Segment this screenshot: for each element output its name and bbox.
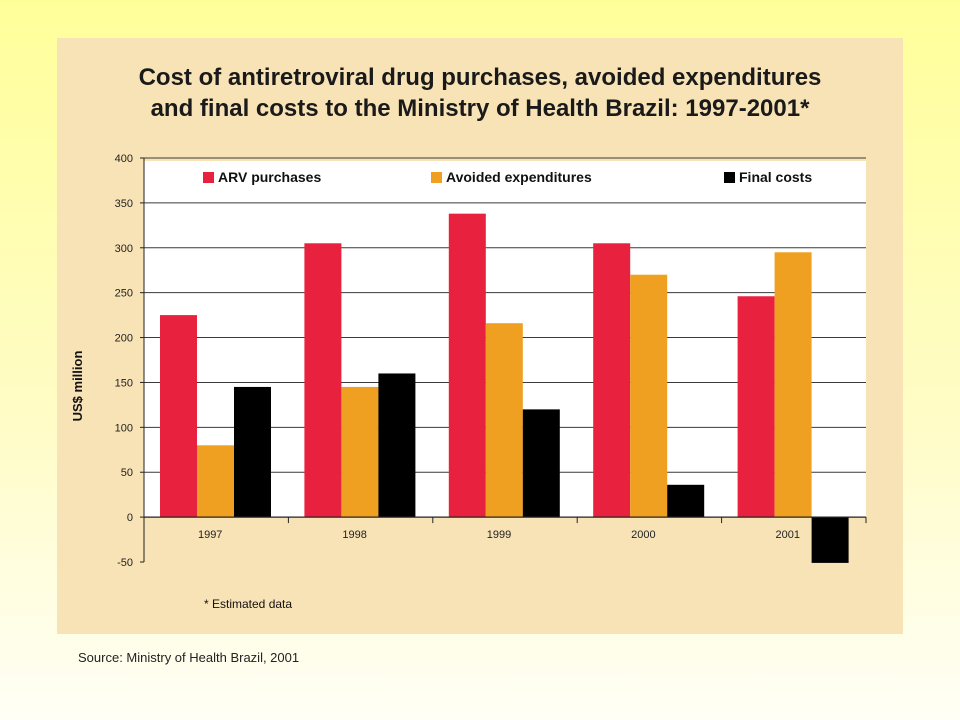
bar: [378, 373, 416, 518]
legend-label: Avoided expenditures: [446, 169, 592, 185]
legend-label: Final costs: [739, 169, 812, 185]
bar: [737, 296, 775, 518]
y-tick-label: 350: [115, 198, 133, 210]
y-tick-label: 100: [115, 422, 133, 434]
axis-layer: 400 350 300 250 200 150 100 50 0 -50 1997 1998 1999 2…: [115, 153, 867, 569]
legend-label: ARV purchases: [218, 169, 321, 185]
y-tick-label: 150: [115, 377, 133, 389]
bar: [304, 243, 342, 518]
bar: [485, 323, 523, 518]
bar: [197, 445, 234, 518]
chart-title-line-2: and final costs to the Ministry of Healt…: [150, 95, 810, 122]
y-tick-label: 250: [115, 288, 133, 300]
legend-swatch: [724, 172, 735, 183]
x-tick-label: 1998: [342, 529, 366, 541]
bar: [341, 386, 379, 518]
bar: [667, 484, 705, 518]
y-tick-label: 200: [115, 333, 133, 345]
x-tick-label: 2000: [631, 529, 655, 541]
legend: ARV purchases Avoided expenditures Final c…: [203, 169, 812, 185]
chart-title-line-1: Cost of antiretroviral drug purchases, a…: [138, 64, 822, 91]
x-tick-label: 1997: [198, 529, 222, 541]
bar: [774, 252, 812, 518]
y-tick-label: 400: [115, 153, 133, 165]
bar: [160, 315, 197, 518]
bar: [522, 409, 560, 518]
x-tick-label: 2001: [776, 529, 800, 541]
estimated-data-note: * Estimated data: [204, 597, 293, 611]
bar: [593, 243, 631, 518]
bar: [811, 517, 849, 563]
legend-swatch: [431, 172, 442, 183]
y-tick-label: -50: [117, 557, 133, 569]
y-tick-label: 50: [121, 467, 133, 479]
x-tick-label: 1999: [487, 529, 511, 541]
y-tick-label: 0: [127, 512, 133, 524]
chart-title: Cost of antiretroviral drug purchases, a…: [57, 62, 903, 124]
y-axis-label: US$ million: [70, 351, 85, 422]
bar: [630, 274, 668, 518]
source-note: Source: Ministry of Health Brazil, 2001: [78, 650, 300, 665]
y-tick-label: 300: [115, 243, 133, 255]
bars-layer: [160, 213, 849, 563]
bar: [234, 386, 271, 518]
bar: [448, 213, 486, 518]
legend-swatch: [203, 172, 214, 183]
